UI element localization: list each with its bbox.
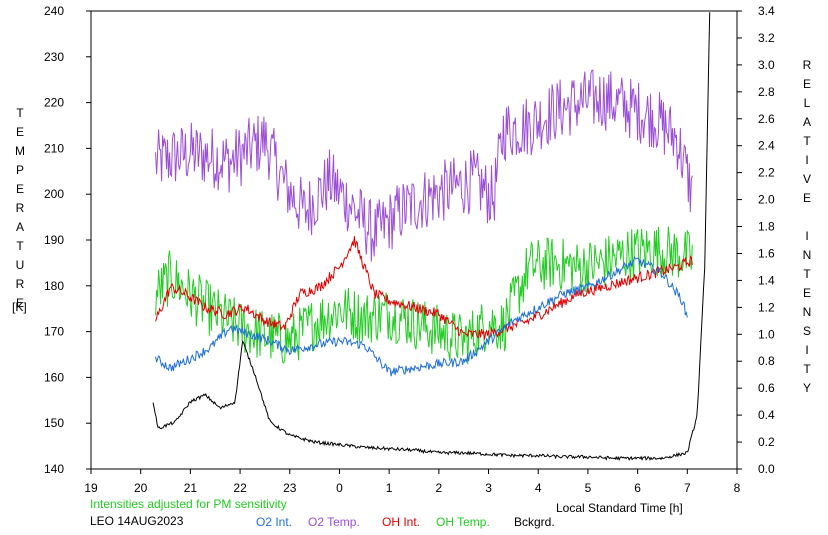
right-y-tick-label: 3.0 bbox=[758, 58, 775, 72]
right-y-tick-label: 2.6 bbox=[758, 112, 775, 126]
right-y-tick-label: 2.4 bbox=[758, 139, 775, 153]
plot-frame bbox=[90, 10, 738, 470]
left-y-tick-label: 200 bbox=[44, 187, 64, 201]
x-tick-label: 1 bbox=[386, 481, 393, 495]
left-y-tick-label: 210 bbox=[44, 141, 64, 155]
x-tick-label: 8 bbox=[734, 481, 741, 495]
x-tick-label: 0 bbox=[336, 481, 343, 495]
right-y-tick-label: 1.8 bbox=[758, 220, 775, 234]
right-y-tick-label: 0.6 bbox=[758, 381, 775, 395]
right-y-tick-label: 3.2 bbox=[758, 31, 775, 45]
sensitivity-note: Intensities adjusted for PM sensitivity bbox=[90, 497, 287, 511]
series-oh-temp bbox=[155, 226, 693, 365]
x-tick-label: 19 bbox=[84, 481, 98, 495]
left-y-tick-label: 190 bbox=[44, 233, 64, 247]
right-y-tick-label: 0.0 bbox=[758, 462, 775, 476]
series-o2-temp bbox=[155, 69, 693, 262]
legend-oh-temp: OH Temp. bbox=[436, 515, 490, 529]
x-tick-label: 2 bbox=[436, 481, 443, 495]
series-o2-int bbox=[155, 256, 688, 377]
x-tick-label: 20 bbox=[134, 481, 148, 495]
right-y-tick-label: 3.4 bbox=[758, 4, 775, 18]
right-y-tick-label: 1.6 bbox=[758, 246, 775, 260]
right-y-tick-label: 0.8 bbox=[758, 354, 775, 368]
right-y-tick-label: 2.2 bbox=[758, 166, 775, 180]
left-y-tick-label: 180 bbox=[44, 279, 64, 293]
left-y-tick-label: 150 bbox=[44, 416, 64, 430]
right-y-tick-label: 1.2 bbox=[758, 300, 775, 314]
series-bckgrd bbox=[152, 12, 711, 461]
right-y-tick-label: 2.0 bbox=[758, 193, 775, 207]
left-y-tick-label: 220 bbox=[44, 96, 64, 110]
x-tick-label: 6 bbox=[634, 481, 641, 495]
series-oh-int bbox=[155, 236, 693, 340]
left-y-tick-label: 170 bbox=[44, 325, 64, 339]
x-tick-label: 23 bbox=[283, 481, 297, 495]
x-tick-label: 21 bbox=[184, 481, 198, 495]
right-y-tick-label: 0.2 bbox=[758, 435, 775, 449]
x-tick-label: 4 bbox=[535, 481, 542, 495]
x-tick-label: 3 bbox=[485, 481, 492, 495]
left-y-tick-label: 140 bbox=[44, 462, 64, 476]
right-y-tick-label: 0.4 bbox=[758, 408, 775, 422]
legend-o2-int: O2 Int. bbox=[256, 515, 293, 529]
legend-o2-temp: O2 Temp. bbox=[308, 515, 360, 529]
legend-oh-int: OH Int. bbox=[382, 515, 421, 529]
left-y-tick-label: 230 bbox=[44, 50, 64, 64]
left-y-tick-label: 240 bbox=[44, 4, 64, 18]
right-y-tick-label: 2.8 bbox=[758, 85, 775, 99]
right-y-tick-label: 1.4 bbox=[758, 273, 775, 287]
x-axis-label: Local Standard Time [h] bbox=[556, 501, 683, 515]
station-label: LEO 14AUG2023 bbox=[90, 514, 184, 528]
left-axis-unit: [K] bbox=[12, 300, 27, 314]
legend-bckgrd: Bckgrd. bbox=[514, 515, 555, 529]
right-y-tick-label: 1.0 bbox=[758, 327, 775, 341]
x-tick-label: 5 bbox=[585, 481, 592, 495]
x-tick-label: 22 bbox=[233, 481, 247, 495]
left-y-tick-label: 160 bbox=[44, 370, 64, 384]
x-tick-label: 7 bbox=[684, 481, 691, 495]
